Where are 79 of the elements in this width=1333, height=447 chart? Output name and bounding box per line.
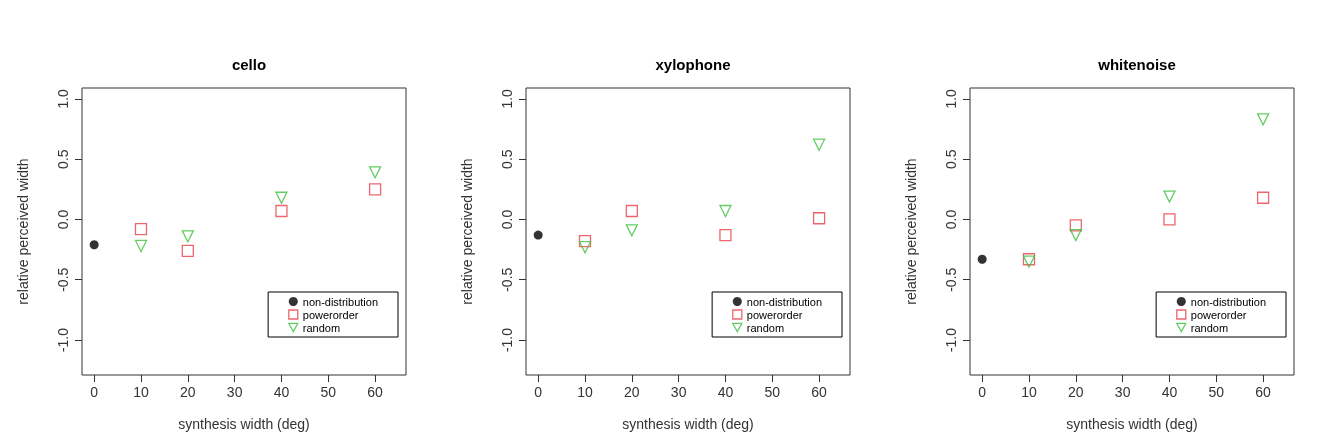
y-tick-label: -1.0 <box>499 327 515 353</box>
y-tick-label: 0.0 <box>943 209 959 230</box>
point <box>134 239 148 253</box>
legend-label: powerorder <box>302 308 359 321</box>
point <box>578 235 592 248</box>
legend-label: non-distribution <box>1190 295 1267 308</box>
x-tick-label: 40 <box>717 384 734 400</box>
y-tick-label: 0.5 <box>943 149 959 169</box>
y-tick-label: -0.5 <box>55 267 71 292</box>
x-tick-label: 0 <box>978 384 987 400</box>
x-tick-label: 30 <box>670 384 687 400</box>
y-axis-title: relative perceived width <box>15 158 31 305</box>
legend-label: random <box>302 321 341 334</box>
point <box>1163 213 1176 226</box>
point <box>812 212 826 225</box>
x-tick-label: 10 <box>133 384 149 400</box>
point <box>719 228 732 242</box>
x-tick-label: 60 <box>1255 384 1272 400</box>
y-tick-label: 0.5 <box>499 149 515 169</box>
x-tick-label: 20 <box>180 384 196 400</box>
x-tick-label: 30 <box>226 384 243 400</box>
chart-title: whitenoise <box>1097 56 1176 73</box>
y-tick-label: -1.0 <box>943 327 959 353</box>
x-tick-label: 10 <box>577 384 593 400</box>
point <box>812 138 826 151</box>
y-tick-label: -1.0 <box>55 327 71 353</box>
point <box>625 204 638 218</box>
point <box>368 183 382 196</box>
y-tick-label: -0.5 <box>943 267 959 292</box>
y-tick-label: 0.0 <box>55 209 71 230</box>
point <box>1069 219 1082 232</box>
legend-label: random <box>1190 321 1229 334</box>
x-tick-label: 20 <box>624 384 640 400</box>
y-tick-label: -0.5 <box>499 267 515 292</box>
x-tick-label: 60 <box>367 384 384 400</box>
point <box>578 241 592 254</box>
point <box>368 166 382 179</box>
y-tick-label: 0.0 <box>499 209 515 230</box>
point <box>625 224 638 237</box>
point <box>181 244 194 257</box>
y-tick-label: 1.0 <box>499 88 515 109</box>
x-axis-title: synthesis width (deg) <box>1066 416 1198 432</box>
legend-label: non-distribution <box>746 295 823 308</box>
point <box>1163 190 1176 203</box>
y-axis-title: relative perceived width <box>903 158 919 305</box>
chart-title: cello <box>231 56 267 73</box>
x-tick-label: 50 <box>320 384 337 400</box>
y-tick-label: 1.0 <box>55 88 71 109</box>
x-tick-label: 50 <box>1208 384 1225 400</box>
point <box>181 230 194 243</box>
x-axis-title: synthesis width (deg) <box>178 416 310 432</box>
point <box>1069 228 1082 242</box>
x-tick-label: 0 <box>534 384 543 400</box>
x-tick-label: 10 <box>1021 384 1037 400</box>
legend-label: powerorder <box>1190 308 1247 321</box>
legend-label: non-distribution <box>302 295 379 308</box>
y-tick-label: 0.5 <box>55 149 71 169</box>
point <box>275 204 288 218</box>
x-tick-label: 40 <box>1161 384 1178 400</box>
x-tick-label: 20 <box>1068 384 1084 400</box>
x-tick-label: 40 <box>273 384 290 400</box>
legend-label: random <box>746 321 785 334</box>
y-tick-label: 1.0 <box>943 88 959 109</box>
point <box>1256 191 1270 204</box>
point <box>1256 113 1270 126</box>
y-axis-title: relative perceived width <box>459 158 475 305</box>
point <box>89 240 99 250</box>
chart-title: xylophone <box>655 56 731 73</box>
point <box>977 254 987 264</box>
point <box>275 191 288 204</box>
point <box>134 222 148 236</box>
x-tick-label: 0 <box>90 384 99 400</box>
point <box>719 204 732 218</box>
x-tick-label: 50 <box>764 384 781 400</box>
point <box>533 230 543 240</box>
x-tick-label: 60 <box>811 384 828 400</box>
x-tick-label: 30 <box>1114 384 1131 400</box>
x-axis-title: synthesis width (deg) <box>622 416 754 432</box>
legend-label: powerorder <box>746 308 803 321</box>
